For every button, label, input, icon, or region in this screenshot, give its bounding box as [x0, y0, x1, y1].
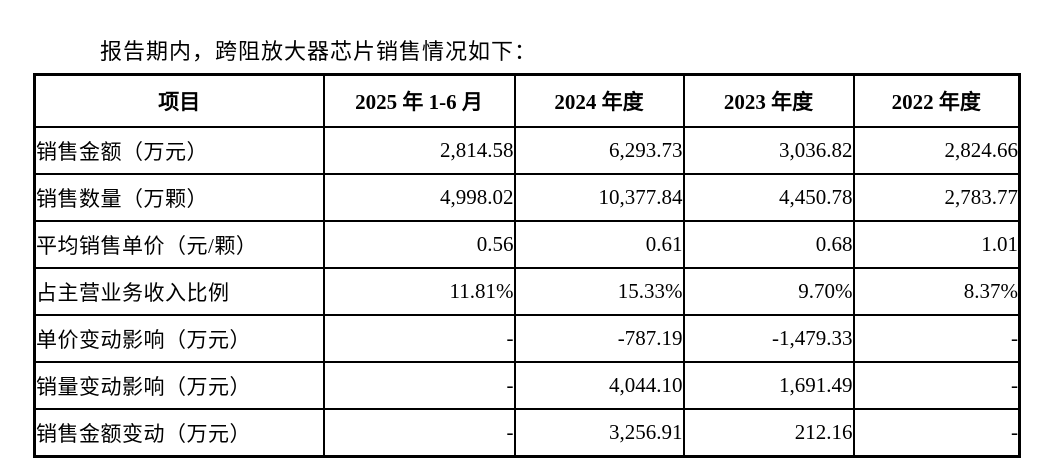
cell-value: 2,824.66 — [852, 126, 1021, 175]
cell-value: - — [852, 408, 1021, 458]
cell-value: 3,036.82 — [682, 126, 855, 175]
cell-value: - — [852, 314, 1021, 363]
table-row: 单价变动影响（万元） - -787.19 -1,479.33 - — [33, 314, 1021, 363]
cell-value: -1,479.33 — [682, 314, 855, 363]
row-label: 销售金额变动（万元） — [33, 408, 325, 458]
cell-value: 4,450.78 — [682, 173, 855, 222]
table-row: 销售金额变动（万元） - 3,256.91 212.16 - — [33, 408, 1021, 458]
cell-value: 3,256.91 — [513, 408, 685, 458]
column-header-2023: 2023 年度 — [682, 73, 855, 128]
sales-data-table: 项目 2025 年 1-6 月 2024 年度 2023 年度 2022 年度 … — [33, 73, 1021, 458]
table-row: 销量变动影响（万元） - 4,044.10 1,691.49 - — [33, 361, 1021, 410]
cell-value: 212.16 — [682, 408, 855, 458]
cell-value: - — [322, 361, 516, 410]
column-header-item: 项目 — [33, 73, 325, 128]
cell-value: 1.01 — [852, 220, 1021, 269]
cell-value: 0.61 — [513, 220, 685, 269]
row-label: 销售数量（万颗） — [33, 173, 325, 222]
table-row: 平均销售单价（元/颗） 0.56 0.61 0.68 1.01 — [33, 220, 1021, 269]
cell-value: -787.19 — [513, 314, 685, 363]
cell-value: 1,691.49 — [682, 361, 855, 410]
cell-value: 9.70% — [682, 267, 855, 316]
table-header-row: 项目 2025 年 1-6 月 2024 年度 2023 年度 2022 年度 — [33, 73, 1021, 128]
cell-value: 6,293.73 — [513, 126, 685, 175]
cell-value: - — [852, 361, 1021, 410]
intro-paragraph: 报告期内，跨阻放大器芯片销售情况如下： — [100, 39, 538, 64]
cell-value: 2,814.58 — [322, 126, 516, 175]
column-header-2022: 2022 年度 — [852, 73, 1021, 128]
cell-value: 4,044.10 — [513, 361, 685, 410]
row-label: 销量变动影响（万元） — [33, 361, 325, 410]
cell-value: 11.81% — [322, 267, 516, 316]
column-header-2024: 2024 年度 — [513, 73, 685, 128]
table-row: 销售金额（万元） 2,814.58 6,293.73 3,036.82 2,82… — [33, 126, 1021, 175]
cell-value: 15.33% — [513, 267, 685, 316]
cell-value: 0.56 — [322, 220, 516, 269]
row-label: 平均销售单价（元/颗） — [33, 220, 325, 269]
cell-value: 0.68 — [682, 220, 855, 269]
cell-value: 2,783.77 — [852, 173, 1021, 222]
row-label: 单价变动影响（万元） — [33, 314, 325, 363]
cell-value: - — [322, 408, 516, 458]
column-header-2025h1: 2025 年 1-6 月 — [322, 73, 516, 128]
cell-value: 4,998.02 — [322, 173, 516, 222]
row-label: 占主营业务收入比例 — [33, 267, 325, 316]
table-row: 销售数量（万颗） 4,998.02 10,377.84 4,450.78 2,7… — [33, 173, 1021, 222]
row-label: 销售金额（万元） — [33, 126, 325, 175]
cell-value: 10,377.84 — [513, 173, 685, 222]
table-row: 占主营业务收入比例 11.81% 15.33% 9.70% 8.37% — [33, 267, 1021, 316]
cell-value: - — [322, 314, 516, 363]
cell-value: 8.37% — [852, 267, 1021, 316]
